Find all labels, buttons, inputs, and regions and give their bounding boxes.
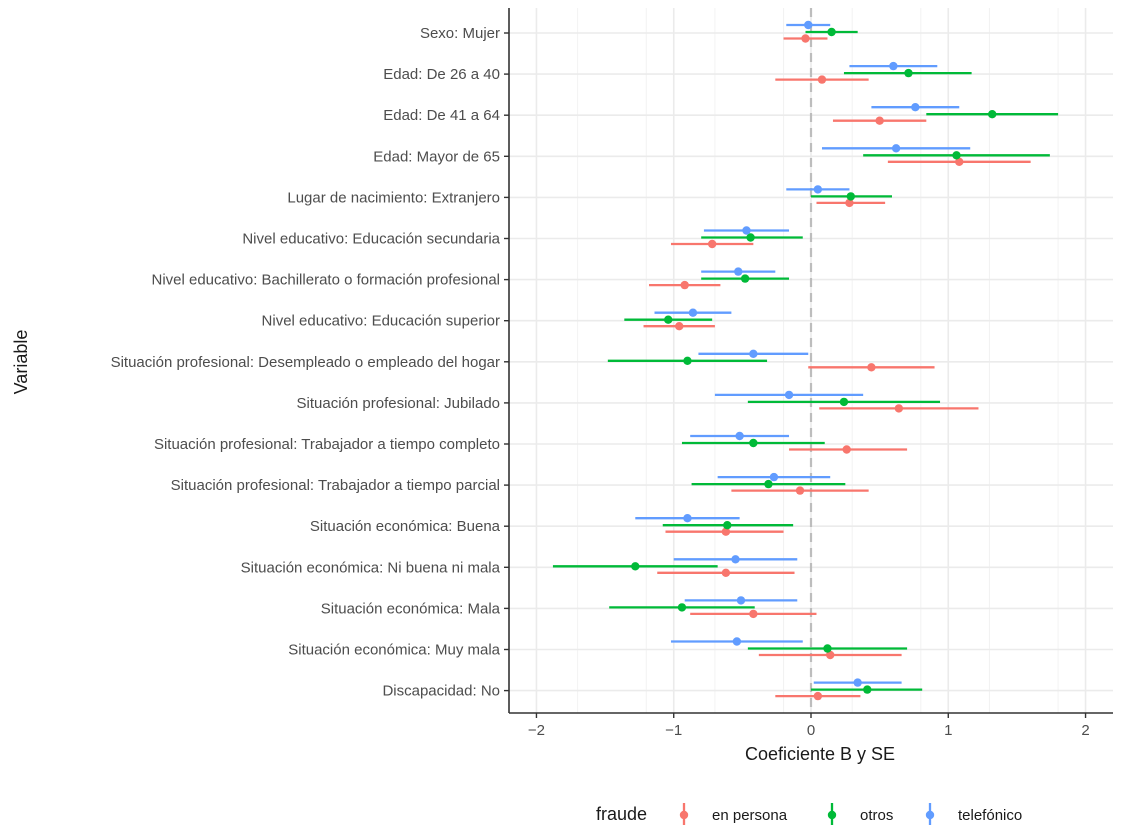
series-marks <box>552 20 1059 701</box>
y-tick-label: Nivel educativo: Educación secundaria <box>242 231 500 248</box>
series-telefónico <box>635 20 971 687</box>
x-axis-ticks: −2 −1 0 1 2 <box>528 713 1090 739</box>
y-tick-label: Nivel educativo: Educación superior <box>262 313 500 330</box>
estimate-point <box>764 479 773 489</box>
y-axis-title: Variable <box>11 330 31 395</box>
y-tick-label: Situación profesional: Trabajador a tiem… <box>154 436 500 453</box>
estimate-point <box>680 280 689 290</box>
estimate-point <box>894 404 904 413</box>
y-tick-label: Sexo: Mujer <box>420 25 500 42</box>
estimate-point <box>732 637 742 646</box>
estimate-point <box>734 267 743 276</box>
estimate-point <box>769 472 779 482</box>
estimate-point <box>911 103 920 112</box>
estimate-point <box>842 445 851 454</box>
estimate-point <box>736 596 746 605</box>
y-tick-label: Nivel educativo: Bachillerato o formació… <box>151 272 500 289</box>
estimate-point <box>742 226 751 235</box>
estimate-point <box>823 644 832 653</box>
legend-item: otros <box>827 803 893 825</box>
legend-label: telefónico <box>958 807 1022 824</box>
estimate-point <box>784 390 794 400</box>
y-tick-label: Situación profesional: Desempleado o emp… <box>111 354 500 371</box>
legend-key-point <box>827 810 837 820</box>
estimate-point <box>749 349 758 358</box>
y-tick-label: Discapacidad: No <box>382 683 500 700</box>
estimate-point <box>801 34 810 43</box>
legend-item: telefónico <box>925 803 1022 825</box>
estimate-point <box>735 431 744 441</box>
estimate-point <box>988 110 997 119</box>
estimate-point <box>683 514 692 523</box>
y-tick-label: Situación profesional: Jubilado <box>297 395 500 412</box>
estimate-point <box>813 185 823 194</box>
x-tick-label: 2 <box>1081 722 1089 739</box>
legend: fraude en persona otros telefónico <box>596 803 1022 825</box>
estimate-point <box>723 521 732 530</box>
estimate-point <box>891 144 901 153</box>
y-axis-ticks: Sexo: Mujer Edad: De 26 a 40 Edad: De 41 a… <box>111 25 509 700</box>
y-tick-label: Edad: De 41 a 64 <box>383 107 500 124</box>
x-tick-label: 1 <box>944 722 952 739</box>
estimate-point <box>863 685 872 694</box>
estimate-point <box>804 20 813 30</box>
estimate-point <box>875 116 884 125</box>
estimate-point <box>955 157 964 166</box>
estimate-point <box>631 562 640 571</box>
estimate-point <box>675 322 684 331</box>
estimate-point <box>867 363 876 372</box>
estimate-point <box>688 308 698 317</box>
legend-title: fraude <box>596 804 647 824</box>
y-tick-label: Situación económica: Buena <box>310 518 501 535</box>
y-tick-label: Situación económica: Mala <box>321 600 501 617</box>
estimate-point <box>795 486 805 495</box>
estimate-point <box>817 75 827 84</box>
estimate-point <box>721 527 731 536</box>
estimate-point <box>664 315 673 324</box>
estimate-point <box>746 233 755 242</box>
y-tick-label: Lugar de nacimiento: Extranjero <box>287 189 500 206</box>
legend-label: otros <box>860 807 893 824</box>
estimate-point <box>826 650 835 660</box>
estimate-point <box>827 27 836 37</box>
estimate-point <box>846 192 856 201</box>
legend-label: en persona <box>712 807 788 824</box>
x-tick-label: −1 <box>665 722 682 739</box>
estimate-point <box>889 61 898 71</box>
legend-key-point <box>679 810 689 820</box>
estimate-point <box>904 68 913 78</box>
estimate-point <box>683 356 692 365</box>
x-tick-label: −2 <box>528 722 545 739</box>
estimate-point <box>845 198 854 208</box>
y-tick-label: Situación económica: Ni buena ni mala <box>241 559 501 576</box>
y-tick-label: Edad: De 26 a 40 <box>383 66 500 83</box>
estimate-point <box>853 678 862 687</box>
y-tick-label: Situación económica: Muy mala <box>288 642 500 659</box>
estimate-point <box>677 603 687 612</box>
estimate-point <box>731 555 740 564</box>
estimate-point <box>952 151 961 160</box>
estimate-point <box>707 239 717 249</box>
estimate-point <box>740 274 750 283</box>
estimate-point <box>839 397 849 407</box>
series-en-persona <box>643 34 1031 701</box>
y-tick-label: Edad: Mayor de 65 <box>373 148 500 165</box>
series-otros <box>552 27 1059 694</box>
estimate-point <box>749 438 758 448</box>
legend-item: en persona <box>679 803 788 825</box>
x-tick-label: 0 <box>807 722 815 739</box>
estimate-point <box>813 691 823 701</box>
legend-key-point <box>925 810 935 820</box>
x-axis-title: Coeficiente B y SE <box>745 744 895 764</box>
estimate-point <box>749 609 758 619</box>
y-tick-label: Situación profesional: Trabajador a tiem… <box>171 477 500 494</box>
estimate-point <box>721 568 731 577</box>
